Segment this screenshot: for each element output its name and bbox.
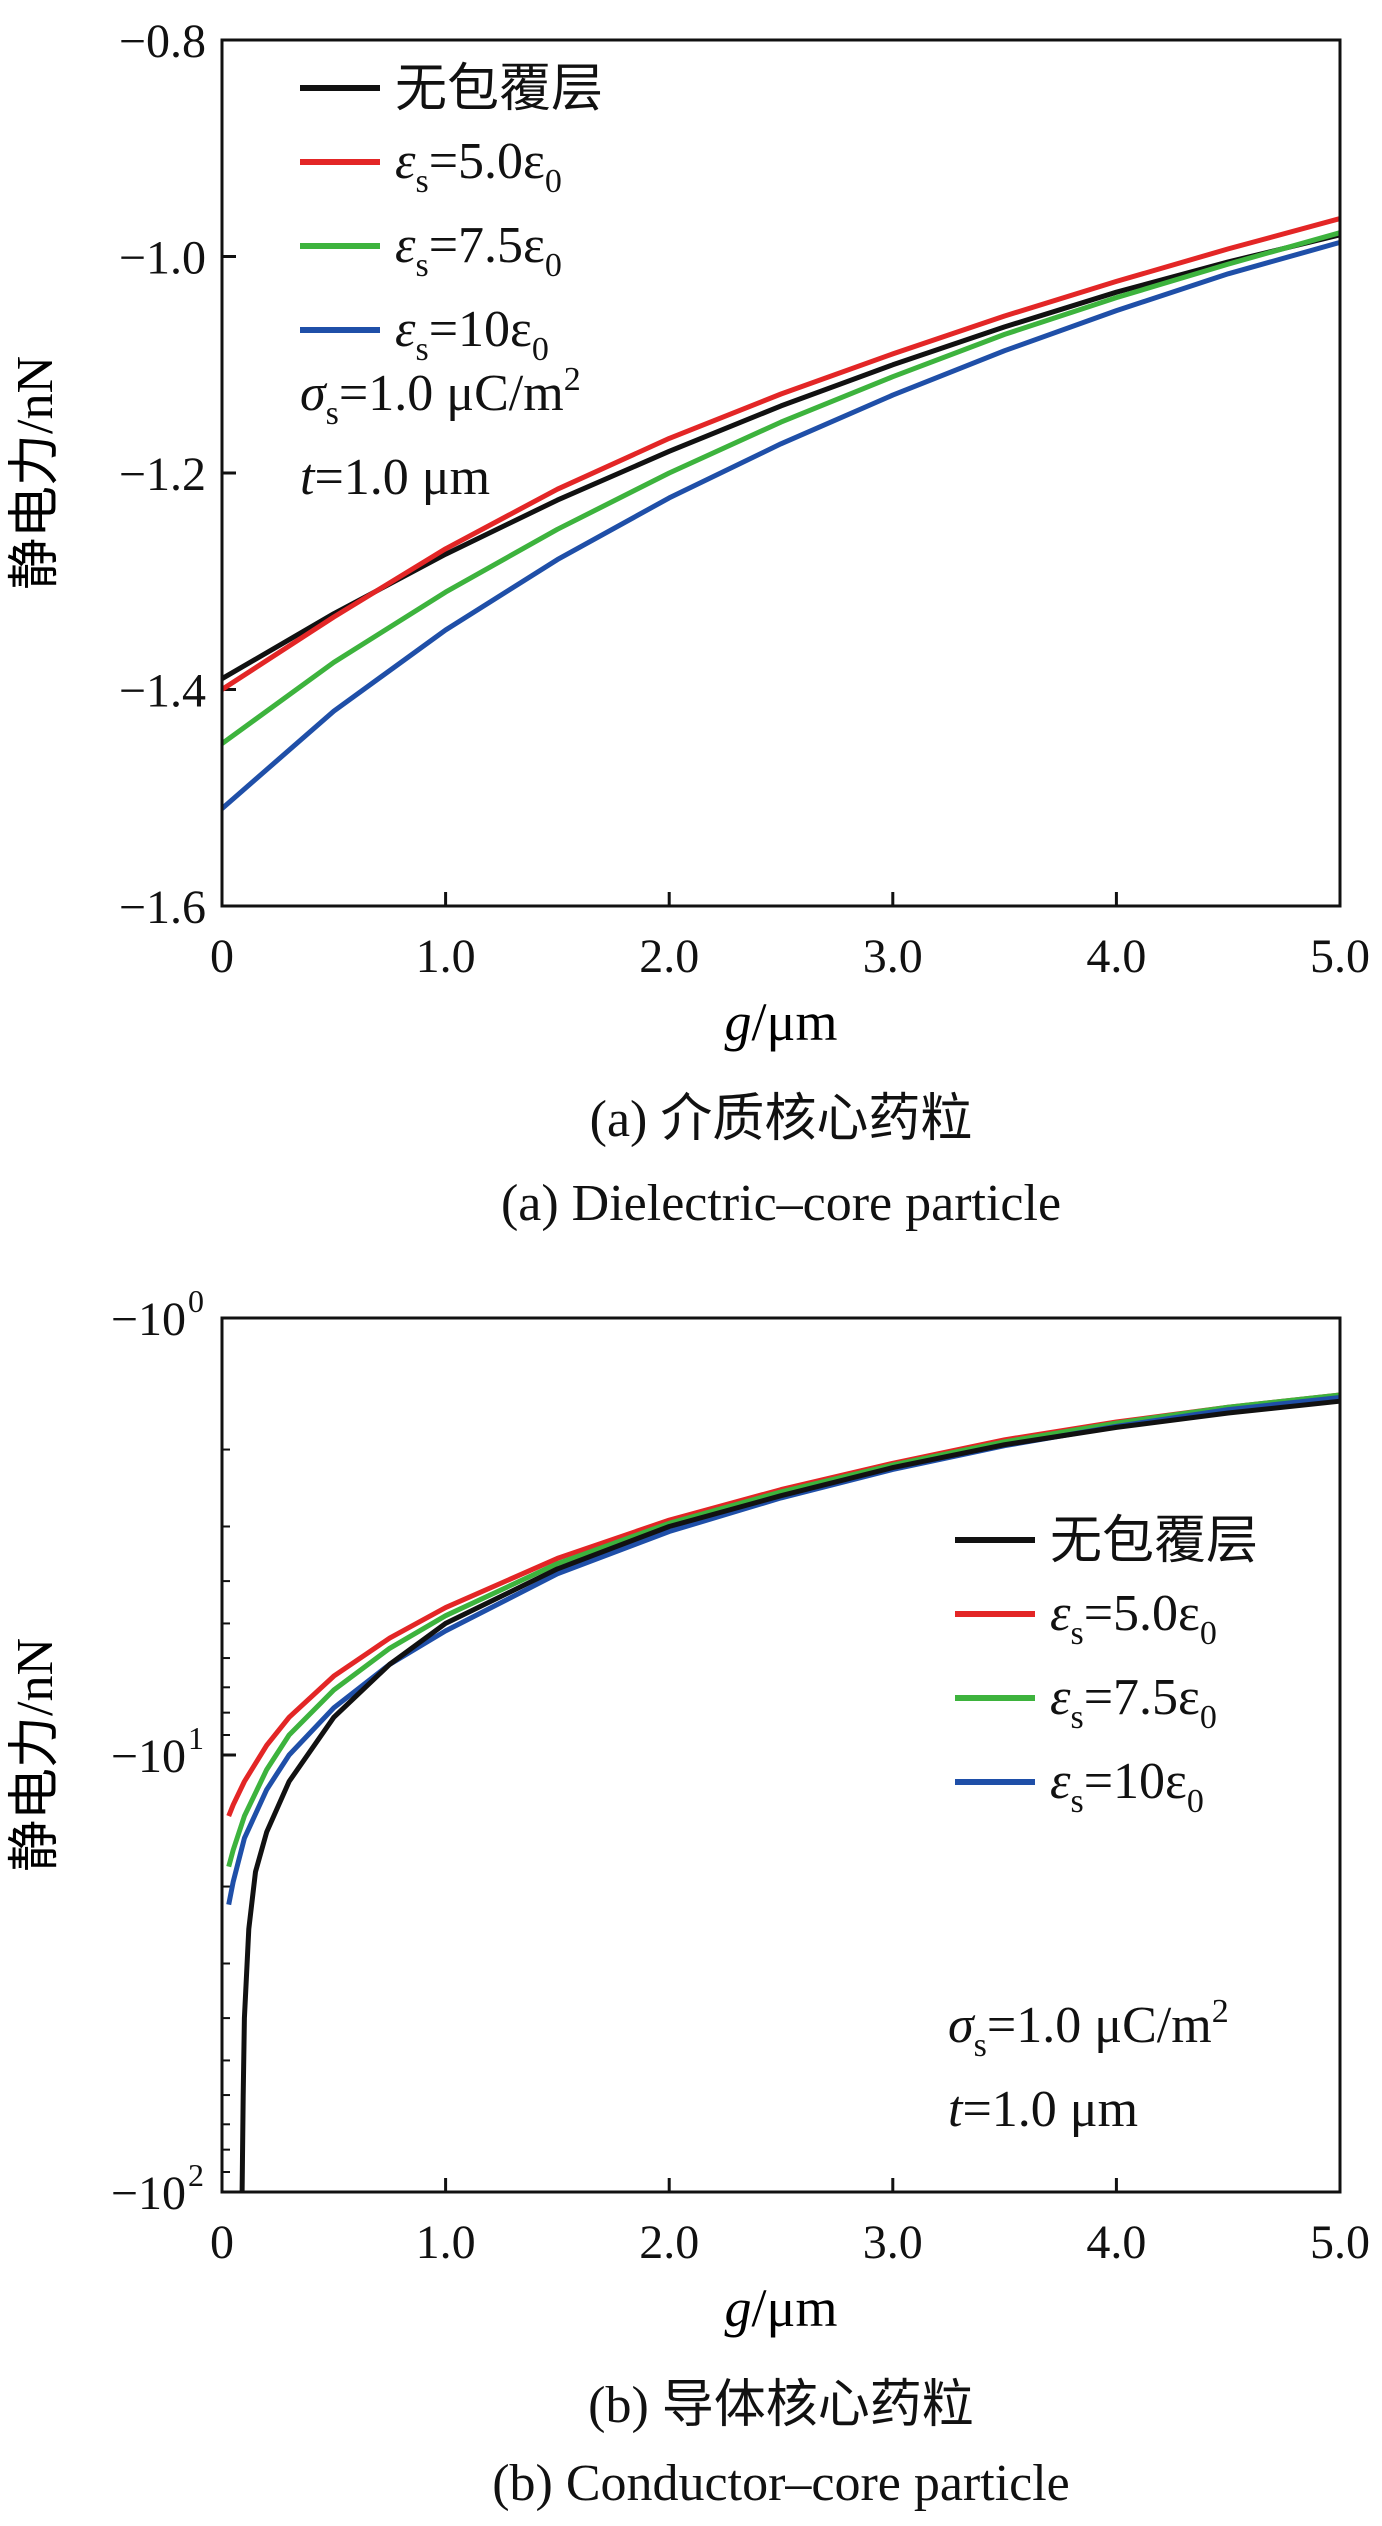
panel-b-x-tick-label: 4.0 <box>1086 2216 1146 2269</box>
panel-a-x-axis-label: g/μm <box>725 992 838 1052</box>
svg-text:εs=5.0ε0: εs=5.0ε0 <box>1050 1585 1217 1652</box>
panel-b-x-tick-label: 1.0 <box>416 2216 476 2269</box>
panel-b: 0 1.0 2.0 3.0 4.0 5.0 −10 0−10 1−10 2 g/μm 静电力/n… <box>7 1283 1370 2512</box>
panel-b-caption-cn: (b) 导体核心药粒 <box>588 2377 974 2434</box>
legend-entry-no-coating: 无包覆层 <box>300 61 603 118</box>
panel-b-y-tick-exponent: 0 <box>188 1283 204 1319</box>
panel-b-thickness-annotation: t=1.0 μm <box>948 2081 1138 2138</box>
panel-a-x-tick-label: 4.0 <box>1086 930 1146 983</box>
panel-a-thickness-annotation: t=1.0 μm <box>300 449 490 506</box>
panel-b-plot-frame <box>220 1316 1342 2194</box>
panel-a-sigma-annotation: σs=1.0 μC/m2 <box>300 361 581 432</box>
panel-b-sigma-annotation: σs=1.0 μC/m2 <box>948 1993 1229 2064</box>
panel-a-y-tick-label: −1.0 <box>119 232 206 285</box>
panel-b-y-tick-label: −10 <box>111 2167 186 2220</box>
svg-text:εs=7.5ε0: εs=7.5ε0 <box>395 217 562 284</box>
svg-text:εs=10ε0: εs=10ε0 <box>1050 1753 1204 1820</box>
panel-a-plot-frame <box>220 38 1342 908</box>
panel-a-series-line-1 <box>220 216 1341 692</box>
legend-entry-eps-5: εs=5.0ε0 <box>300 133 562 200</box>
legend-b-entry-eps-7-5: εs=7.5ε0 <box>955 1669 1217 1736</box>
legend-b-entry-eps-5: εs=5.0ε0 <box>955 1585 1217 1652</box>
panel-a-y-tick-labels: −0.8 −1.0 −1.2 −1.4 −1.6 <box>119 15 206 934</box>
panel-b-y-tick-labels: −10 0−10 1−10 2 <box>111 1283 204 2220</box>
svg-text:εs=7.5ε0: εs=7.5ε0 <box>1050 1669 1217 1736</box>
panel-a-x-tick-label: 1.0 <box>416 930 476 983</box>
legend-b-entry-eps-10: εs=10ε0 <box>955 1753 1204 1820</box>
panel-b-y-tick-exponent: 1 <box>188 1720 204 1756</box>
panel-b-x-tick-labels: 0 1.0 2.0 3.0 4.0 5.0 <box>210 2216 1370 2269</box>
panel-b-series-line-3 <box>226 1395 1341 1906</box>
panel-b-series-line-2 <box>226 1392 1341 1868</box>
panel-b-series <box>226 1392 1341 2193</box>
panel-b-x-axis-label: g/μm <box>725 2278 838 2338</box>
panel-a-caption-cn: (a) 介质核心药粒 <box>590 1091 973 1148</box>
panel-a-series-line-2 <box>220 230 1341 746</box>
svg-text:εs=10ε0: εs=10ε0 <box>395 301 549 368</box>
panel-a-legend: 无包覆层 εs=5.0ε0 εs=7.5ε0 εs=10ε0 σs=1.0 μC… <box>300 61 603 506</box>
panel-a-x-tick-label: 0 <box>210 930 234 983</box>
panel-a-y-tick-label: −1.4 <box>119 665 206 718</box>
panel-a-y-tick-label: −0.8 <box>119 15 206 68</box>
panel-a-series <box>220 216 1341 811</box>
panel-a-x-tick-label: 2.0 <box>639 930 699 983</box>
panel-a-x-tick-labels: 0 1.0 2.0 3.0 4.0 5.0 <box>210 930 1370 983</box>
panel-b-caption-en: (b) Conductor–core particle <box>492 2455 1070 2512</box>
panel-a-x-tick-label: 3.0 <box>863 930 923 983</box>
panel-a-caption-en: (a) Dielectric–core particle <box>501 1175 1061 1232</box>
panel-b-x-tick-label: 3.0 <box>863 2216 923 2269</box>
panel-a: 0 1.0 2.0 3.0 4.0 5.0 −0.8 −1.0 −1.2 −1.4 −1.6 g/… <box>7 15 1370 1232</box>
panel-a-y-tick-label: −1.2 <box>119 448 206 501</box>
panel-b-legend: 无包覆层 εs=5.0ε0 εs=7.5ε0 εs=10ε0 <box>955 1513 1258 1820</box>
panel-b-series-line-0 <box>239 1398 1341 2193</box>
legend-entry-eps-7-5: εs=7.5ε0 <box>300 217 562 284</box>
panel-b-x-tick-label: 0 <box>210 2216 234 2269</box>
svg-text:无包覆层: 无包覆层 <box>1050 1513 1258 1570</box>
svg-text:εs=5.0ε0: εs=5.0ε0 <box>395 133 562 200</box>
panel-b-y-tick-exponent: 2 <box>188 2157 204 2193</box>
panel-a-y-tick-label: −1.6 <box>119 881 206 934</box>
panel-a-series-line-3 <box>220 239 1341 811</box>
svg-text:无包覆层: 无包覆层 <box>395 61 603 118</box>
legend-b-entry-no-coating: 无包覆层 <box>955 1513 1258 1570</box>
panel-b-y-tick-label: −10 <box>111 1293 186 1346</box>
panel-a-y-axis-label: 静电力/nN <box>7 356 64 590</box>
panel-b-y-axis-label: 静电力/nN <box>7 1638 64 1872</box>
panel-b-y-tick-label: −10 <box>111 1730 186 1783</box>
legend-entry-eps-10: εs=10ε0 <box>300 301 549 368</box>
panel-a-x-tick-label: 5.0 <box>1310 930 1370 983</box>
panel-b-x-tick-label: 5.0 <box>1310 2216 1370 2269</box>
panel-b-x-tick-label: 2.0 <box>639 2216 699 2269</box>
